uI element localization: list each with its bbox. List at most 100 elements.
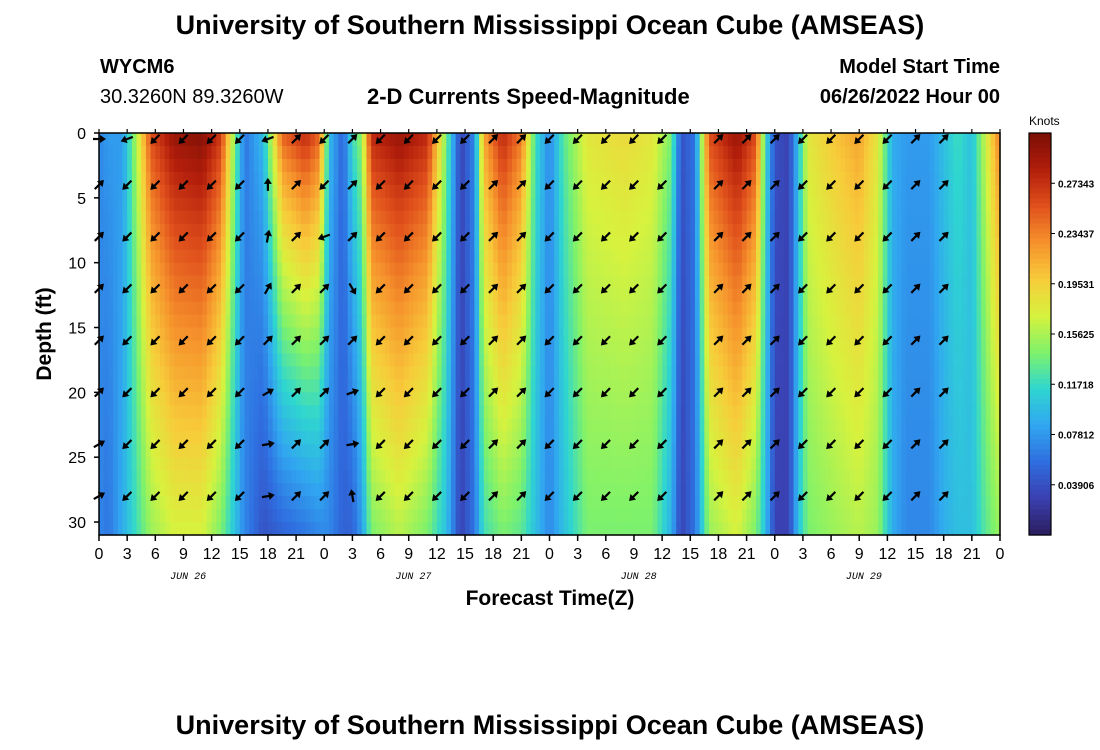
heatmap-cell	[549, 158, 555, 173]
heatmap-cell	[117, 457, 124, 471]
heatmap-cell	[831, 379, 837, 393]
heatmap-cell	[845, 470, 851, 484]
heatmap-cell	[652, 301, 659, 316]
heatmap-cell	[197, 405, 203, 419]
heatmap-cell	[521, 184, 527, 199]
heatmap-cell	[427, 158, 433, 173]
heatmap-cell	[136, 392, 142, 406]
heatmap-cell	[343, 483, 349, 497]
heatmap-cell	[680, 483, 687, 497]
heatmap-cell	[507, 275, 513, 290]
heatmap-cell	[221, 405, 227, 419]
heatmap-cell	[136, 236, 142, 251]
heatmap-cell	[328, 145, 335, 160]
heatmap-cell	[502, 197, 508, 212]
heatmap-cell	[465, 288, 471, 303]
heatmap-cell	[99, 470, 105, 484]
heatmap-cell	[178, 275, 185, 290]
heatmap-cell	[239, 262, 246, 277]
heatmap-cell	[605, 444, 612, 458]
heatmap-cell	[798, 249, 804, 264]
heatmap-cell	[483, 171, 490, 186]
heatmap-cell	[807, 431, 813, 445]
heatmap-cell	[479, 171, 485, 186]
heatmap-cell	[361, 457, 368, 471]
heatmap-cell	[314, 171, 321, 186]
heatmap-cell	[507, 366, 513, 380]
heatmap-cell	[751, 288, 757, 303]
heatmap-cell	[164, 223, 170, 238]
heatmap-cell	[624, 184, 630, 199]
heatmap-cell	[685, 262, 691, 277]
heatmap-cell	[183, 379, 189, 393]
heatmap-cell	[221, 184, 227, 199]
heatmap-cell	[380, 288, 386, 303]
heatmap-cell	[267, 353, 274, 368]
heatmap-cell	[343, 275, 349, 290]
heatmap-cell	[619, 522, 626, 536]
heatmap-cell	[178, 496, 185, 510]
heatmap-cell	[732, 483, 738, 497]
heatmap-cell	[751, 158, 757, 173]
heatmap-cell	[596, 133, 602, 147]
heatmap-cell	[544, 522, 551, 536]
heatmap-cell	[150, 340, 156, 355]
heatmap-cell	[619, 314, 626, 329]
heatmap-cell	[211, 301, 217, 316]
heatmap-cell	[333, 431, 339, 445]
heatmap-cell	[826, 405, 832, 419]
heatmap-cell	[807, 184, 813, 199]
heatmap-cell	[605, 366, 612, 380]
heatmap-cell	[221, 158, 227, 173]
heatmap-cell	[511, 262, 518, 277]
heatmap-cell	[249, 223, 255, 238]
heatmap-cell	[394, 249, 400, 264]
heatmap-cell	[202, 379, 208, 393]
heatmap-cell	[150, 405, 156, 419]
heatmap-cell	[103, 340, 109, 355]
heatmap-cell	[577, 262, 583, 277]
heatmap-cell	[394, 145, 400, 160]
heatmap-cell	[469, 314, 476, 329]
heatmap-cell	[328, 288, 335, 303]
heatmap-cell	[225, 223, 231, 238]
heatmap-cell	[155, 496, 161, 510]
heatmap-cell	[774, 210, 781, 225]
heatmap-cell	[511, 340, 518, 355]
heatmap-cell	[460, 392, 466, 406]
heatmap-cell	[840, 262, 846, 277]
heatmap-cell	[610, 158, 616, 173]
heatmap-cell	[136, 171, 142, 186]
heatmap-cell	[244, 496, 250, 510]
heatmap-cell	[816, 236, 823, 251]
heatmap-cell	[694, 145, 701, 160]
heatmap-cell	[164, 197, 170, 212]
heatmap-cell	[474, 431, 480, 445]
heatmap-cell	[779, 210, 785, 225]
heatmap-cell	[333, 158, 339, 173]
heatmap-cell	[441, 197, 447, 212]
heatmap-cell	[765, 197, 771, 212]
heatmap-cell	[558, 249, 565, 264]
heatmap-cell	[113, 405, 119, 419]
heatmap-cell	[624, 405, 630, 419]
heatmap-cell	[361, 379, 368, 393]
heatmap-cell	[244, 133, 250, 147]
heatmap-cell	[328, 418, 335, 432]
heatmap-cell	[338, 301, 344, 316]
heatmap-cell	[267, 509, 274, 523]
heatmap-cell	[319, 158, 325, 173]
heatmap-cell	[113, 301, 119, 316]
heatmap-cell	[192, 145, 199, 160]
heatmap-cell	[127, 483, 133, 497]
heatmap-cell	[258, 171, 264, 186]
heatmap-cell	[291, 366, 297, 380]
heatmap-cell	[99, 340, 105, 355]
heatmap-cell	[694, 301, 701, 316]
heatmap-cell	[99, 379, 105, 393]
heatmap-cell	[535, 470, 541, 484]
heatmap-cell	[746, 353, 752, 368]
heatmap-cell	[535, 262, 541, 277]
heatmap-cell	[793, 431, 799, 445]
heatmap-cell	[615, 327, 621, 342]
